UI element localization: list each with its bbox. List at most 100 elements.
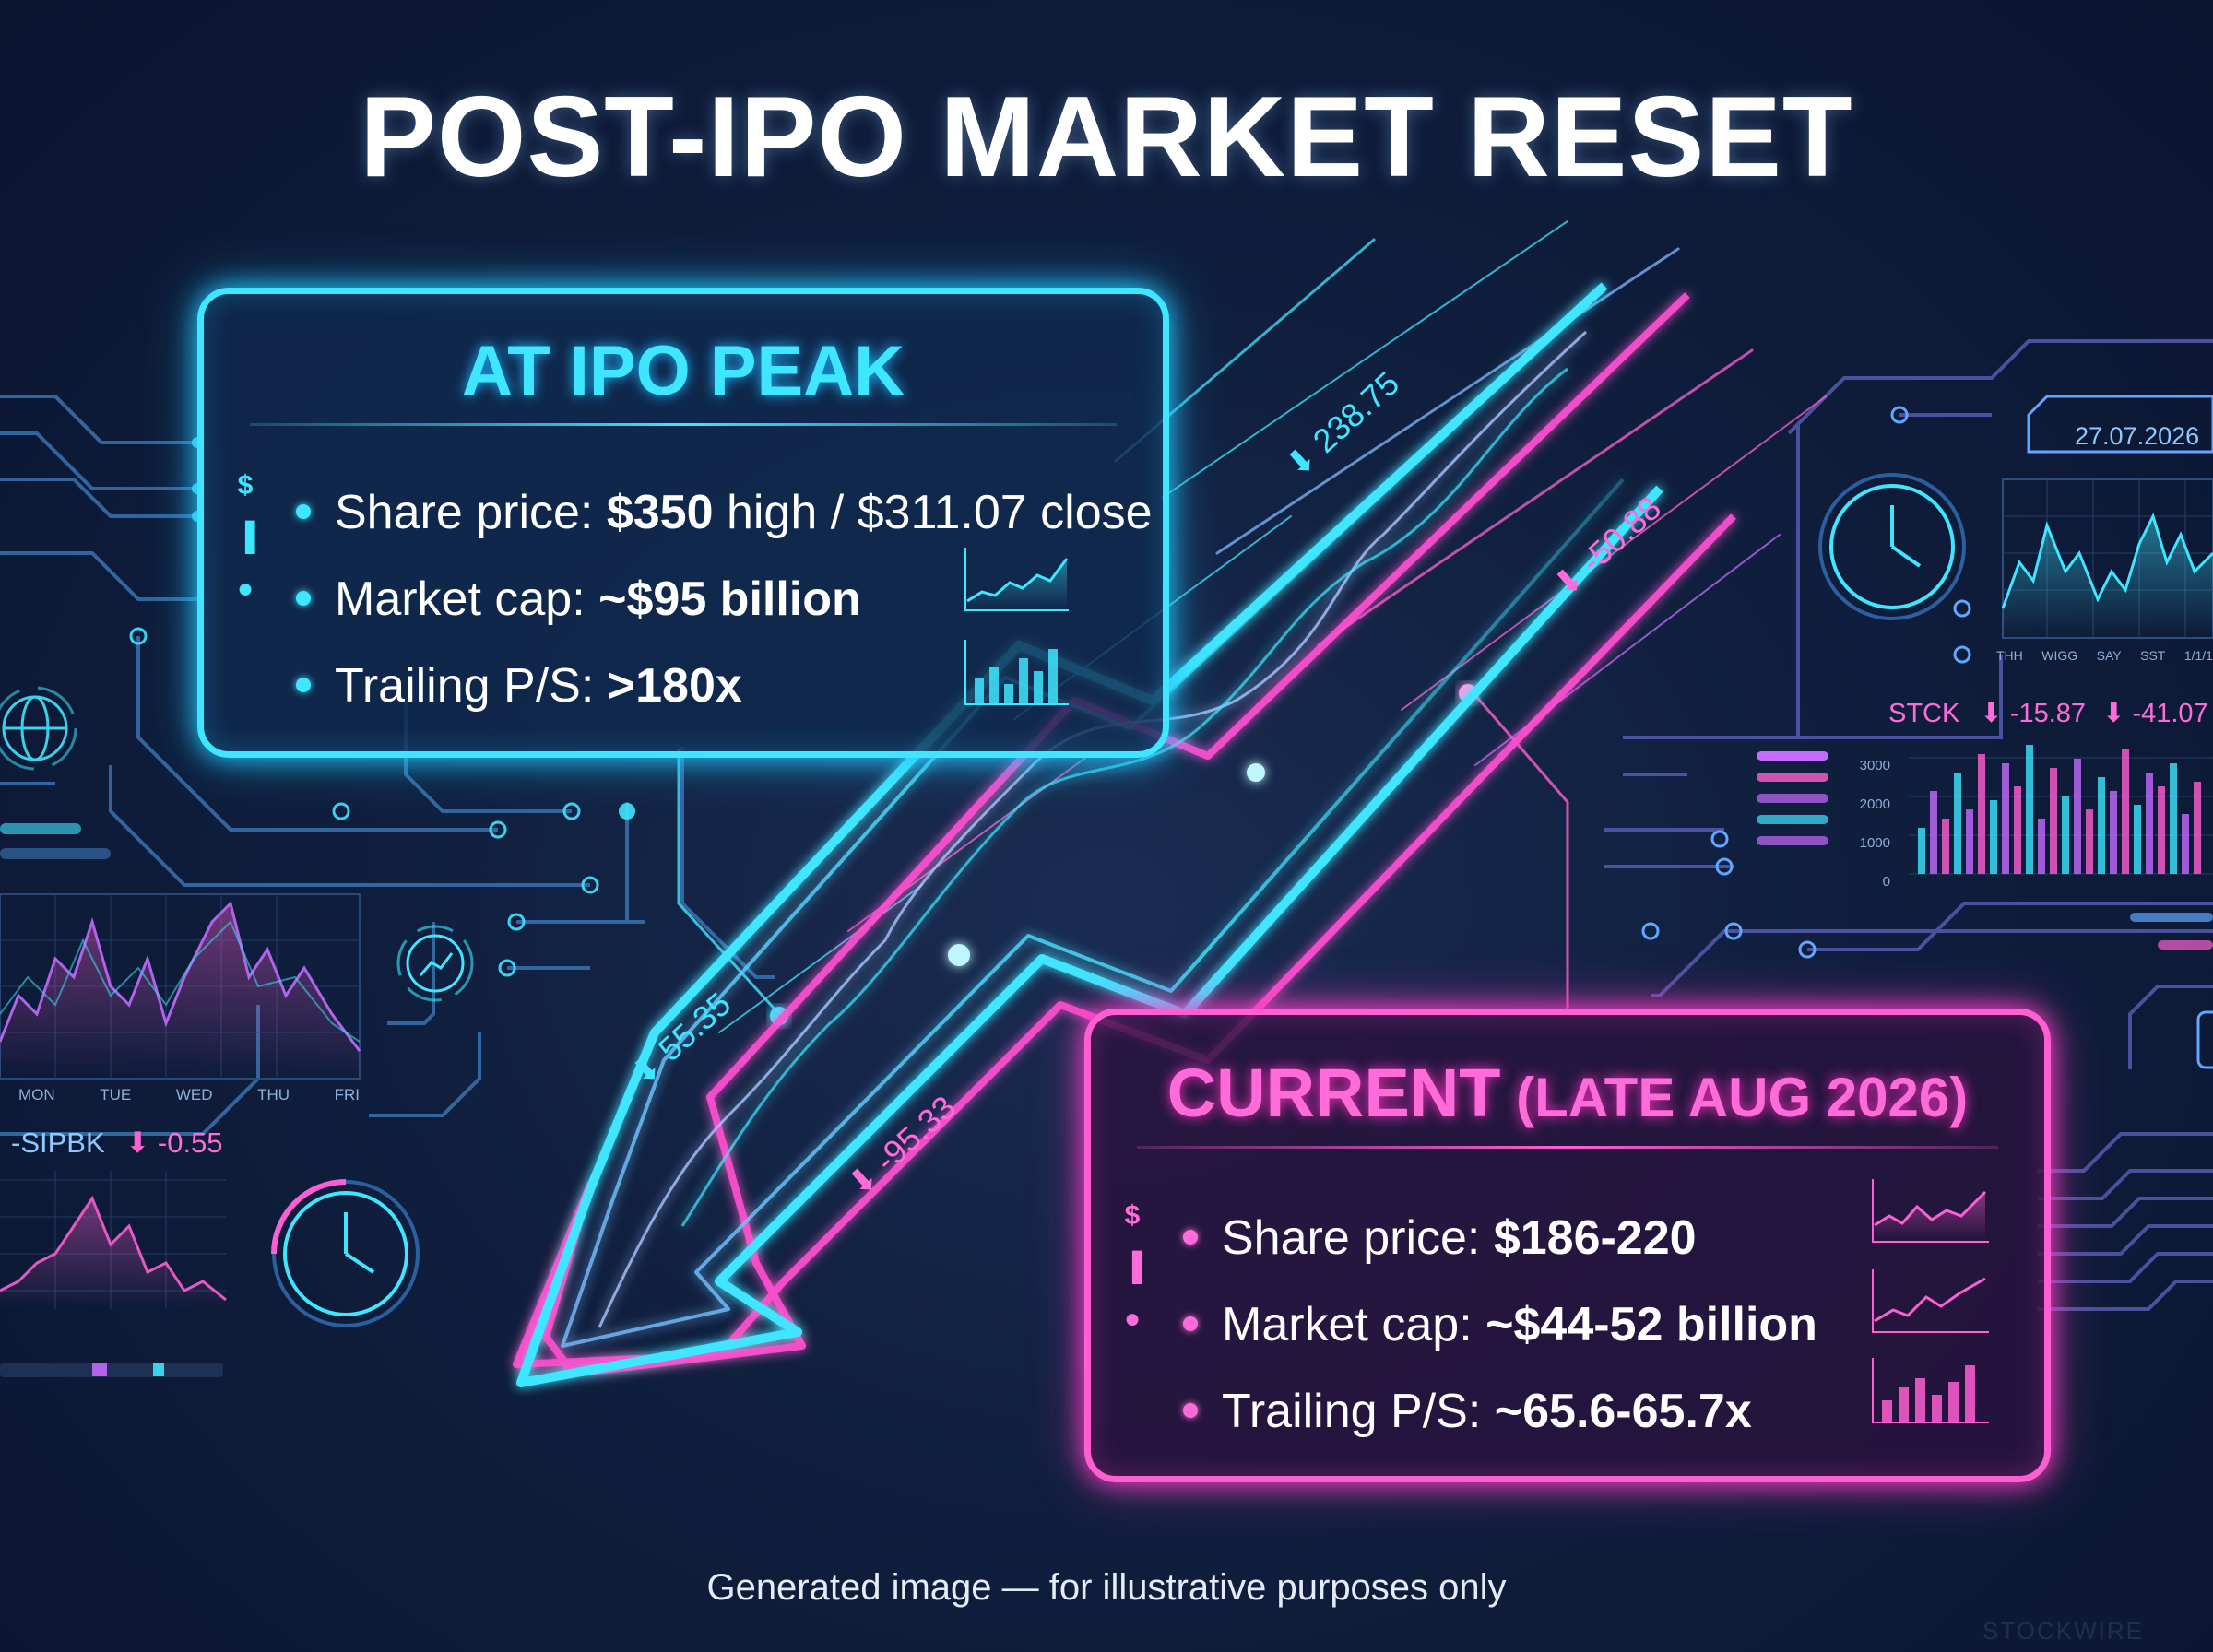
peak-side-icons: $ ▐ ● [222, 460, 268, 615]
right-bar-chart [1909, 745, 2213, 875]
row-value: >180x [607, 659, 742, 713]
decor-bar [2038, 819, 2045, 874]
day-label: THH [1996, 648, 2023, 663]
row-label: Trailing P/S: [1222, 1385, 1495, 1438]
peak-heading: AT IPO PEAK [462, 332, 905, 410]
decor-bar [2158, 786, 2165, 874]
right-y-ticks: 3000 2000 1000 0 [1853, 747, 1890, 902]
decor-bar [2194, 782, 2201, 874]
current-mini-line-chart-1 [1872, 1179, 1989, 1243]
current-divider [1137, 1146, 1998, 1149]
right-list-bars [1757, 751, 1828, 845]
decor-bar [2098, 777, 2105, 874]
trend-icon [396, 925, 474, 1002]
date-box [2027, 395, 2213, 454]
decor-bar [2122, 749, 2129, 874]
decor-bar [1978, 754, 1985, 874]
row-value: $350 [606, 486, 714, 539]
right-clock-icon [1818, 473, 1966, 620]
current-heading-sub: (LATE AUG 2026) [1500, 1067, 1969, 1128]
day-label: SST [2140, 648, 2166, 663]
globe-icon [0, 686, 77, 771]
right-day-labels: THH WIGG SAY SST 1/1/1 [1996, 648, 2213, 663]
dollar-icon: $ [1124, 1200, 1141, 1231]
current-heading-main: CURRENT [1166, 1055, 1501, 1131]
right-ticker: STCK ⬇ -15.87 ⬇ -41.07 [1888, 697, 2208, 729]
decor-bar [1918, 828, 1925, 874]
ipo-peak-panel: AT IPO PEAK $ ▐ ● Share price: $350 high… [197, 288, 1169, 758]
bullet [1183, 1316, 1198, 1332]
y-tick: 0 [1882, 874, 1890, 890]
watermark: STOCKWIRE [1982, 1617, 2144, 1645]
day-label: 1/1/1 [2183, 648, 2213, 663]
decor-bar [2170, 763, 2177, 874]
y-tick: 2000 [1859, 796, 1890, 812]
peak-mini-bar-chart [964, 640, 1069, 705]
decor-bar [2074, 759, 2081, 874]
left-ticker: -SIPBK ⬇ -0.55 [11, 1127, 223, 1160]
current-metrics: Share price: $186-220 Market cap: ~$44-5… [1183, 1195, 1817, 1455]
bullet [296, 591, 311, 607]
day-label: SAY [2096, 648, 2122, 663]
row-label: Share price: [1222, 1211, 1494, 1265]
page-title: POST-IPO MARKET RESET [360, 74, 1853, 201]
decor-bar [2050, 768, 2057, 874]
current-heading: CURRENT (LATE AUG 2026) [1091, 1054, 2044, 1132]
bullet [1183, 1403, 1198, 1419]
clock-icon [271, 1179, 420, 1328]
y-tick: 3000 [1859, 758, 1890, 773]
row-label: Market cap: [335, 572, 599, 626]
decor-bar [2182, 814, 2189, 874]
decor-bar [1990, 800, 1997, 874]
left-circuit-lines [0, 395, 775, 1136]
down-arrow-icon: ⬇ [125, 1127, 150, 1159]
decor-bar [1930, 791, 1937, 874]
row-value: ~$44-52 billion [1485, 1298, 1817, 1351]
ticker-change-2: -41.07 [2132, 699, 2208, 728]
decor-bar [1942, 819, 1949, 874]
decor-bar [1966, 809, 1973, 874]
peak-metrics: Share price: $350 high / $311.07 close M… [296, 469, 1153, 729]
bullet [296, 678, 311, 693]
right-edge-icon [2196, 1010, 2213, 1069]
day-label: MON [18, 1086, 55, 1103]
current-ps-row: Trailing P/S: ~65.6-65.7x [1183, 1368, 1817, 1455]
current-side-icons: $ ▐ ● [1109, 1190, 1155, 1345]
row-value: ~65.6-65.7x [1494, 1385, 1752, 1438]
decor-bar [2146, 773, 2153, 874]
decor-bar [2086, 809, 2093, 874]
decor-bar [2134, 805, 2141, 874]
bullet [296, 504, 311, 520]
decor-bar [2002, 763, 2009, 874]
ticker-change-1: -15.87 [2009, 699, 2087, 728]
peak-ps-row: Trailing P/S: >180x [296, 643, 1153, 729]
row-label: Market cap: [1222, 1298, 1486, 1351]
bar-chart-icon: ▐ [235, 522, 255, 552]
right-line-chart [2001, 478, 2213, 639]
date-readout: 27.07.2026 [2075, 422, 2200, 450]
right-circuit-lines [1604, 339, 2213, 1311]
left-line-chart [0, 893, 361, 1080]
day-label: WIGG [2041, 648, 2078, 663]
current-mini-line-chart-2 [1872, 1269, 1989, 1333]
coin-icon: ● [236, 573, 254, 604]
row-label: Share price: [335, 486, 607, 539]
peak-share-price-row: Share price: $350 high / $311.07 close [296, 469, 1153, 556]
dollar-icon: $ [237, 470, 254, 501]
peak-divider [250, 423, 1117, 426]
row-suffix: high / $311.07 close [713, 486, 1153, 539]
day-label: FRI [334, 1086, 360, 1103]
current-share-price-row: Share price: $186-220 [1183, 1195, 1817, 1281]
ticker-symbol: -SIPBK [11, 1127, 105, 1159]
decor-bar [2110, 791, 2117, 874]
peak-mini-line-chart [964, 548, 1069, 611]
decor-bar [2062, 796, 2069, 874]
row-label: Trailing P/S: [335, 659, 608, 713]
ticker-change: -0.55 [157, 1127, 223, 1159]
current-mini-bar-chart [1872, 1358, 1989, 1423]
day-label: TUE [100, 1086, 132, 1103]
bar-chart-icon: ▐ [1122, 1252, 1142, 1282]
row-value: ~$95 billion [598, 572, 861, 626]
footer-disclaimer: Generated image — for illustrative purpo… [706, 1567, 1507, 1608]
